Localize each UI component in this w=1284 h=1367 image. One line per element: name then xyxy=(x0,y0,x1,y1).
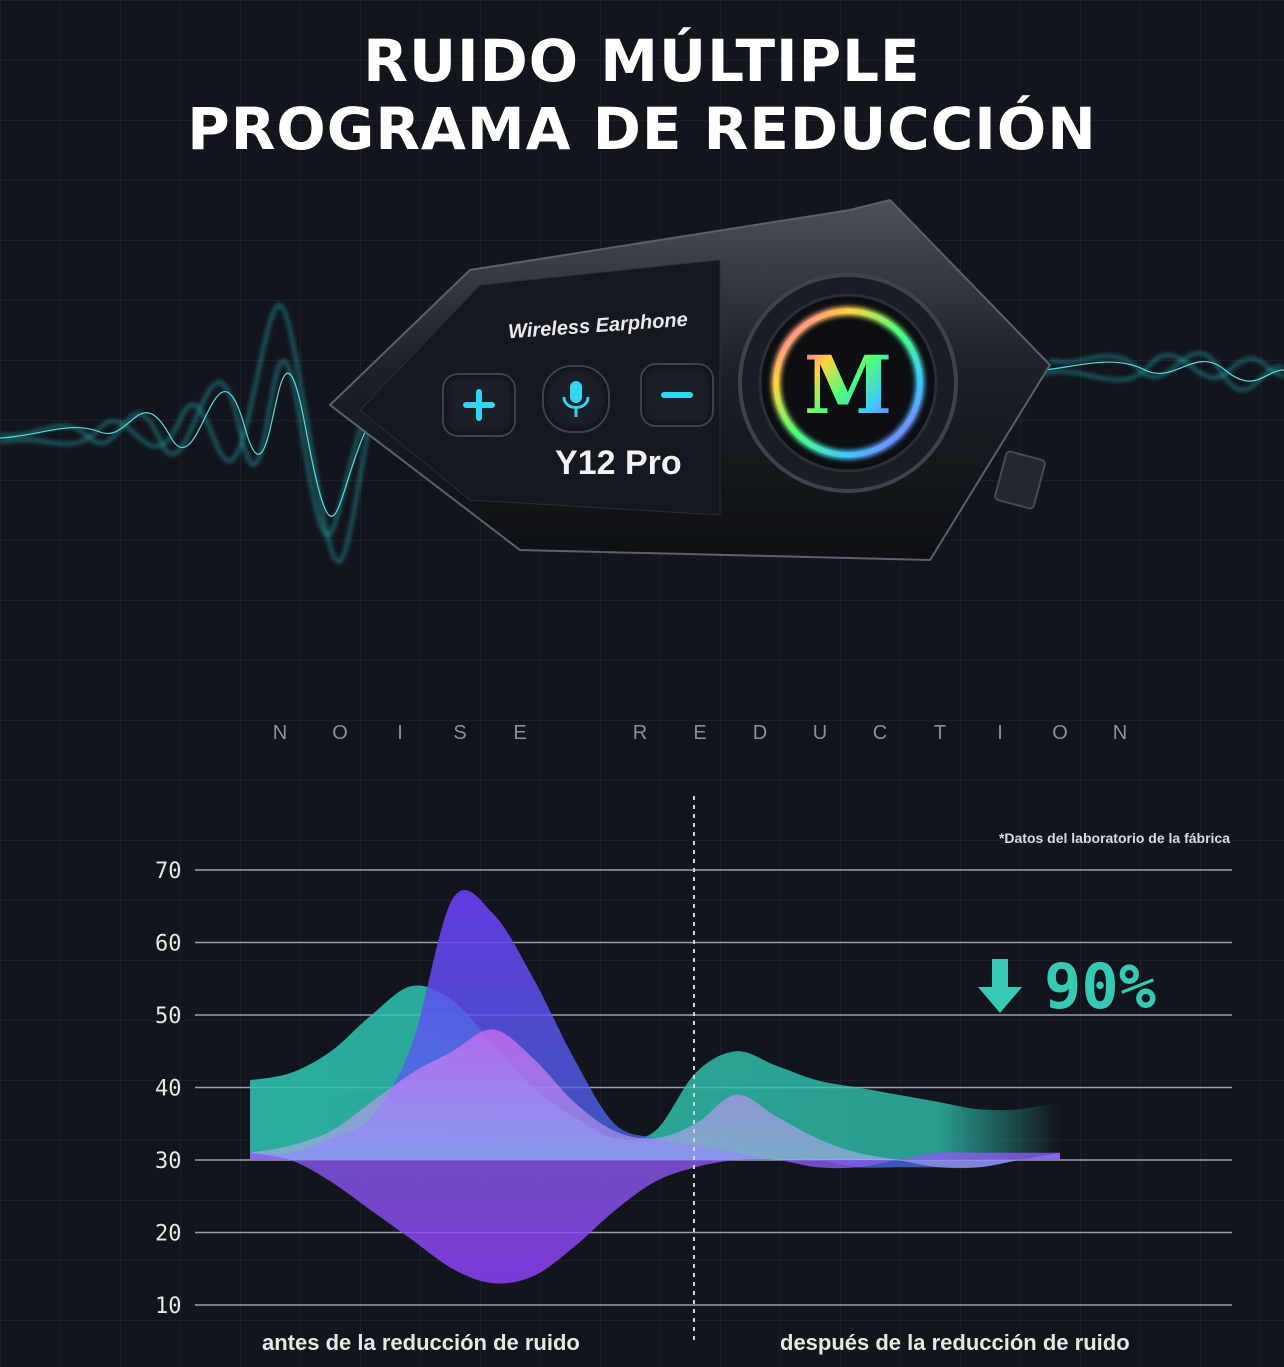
noise-heading-letter: S xyxy=(453,722,467,744)
plus-button[interactable] xyxy=(442,373,516,437)
noise-heading-letter: I xyxy=(997,722,1003,744)
noise-heading-letter: D xyxy=(752,722,768,744)
model-mark: Y xyxy=(555,444,578,482)
reduction-value: 90% xyxy=(1044,950,1156,1023)
y-tick-label: 70 xyxy=(155,859,182,884)
caption-after: después de la reducción de ruido xyxy=(780,1330,1130,1355)
caption-before: antes de la reducción de ruido xyxy=(262,1330,580,1355)
title-line-2: PROGRAMA DE REDUCCIÓN xyxy=(187,95,1097,163)
noise-heading-letter: E xyxy=(513,722,527,744)
noise-heading-letter: I xyxy=(397,722,403,744)
noise-heading-letter: U xyxy=(812,722,828,744)
y-tick-label: 20 xyxy=(155,1222,182,1247)
model-name: Y12 Pro xyxy=(555,444,682,483)
noise-heading-letter: O xyxy=(1052,722,1068,744)
microphone-button[interactable] xyxy=(542,365,610,433)
y-tick-label: 40 xyxy=(155,1077,182,1102)
area-series-pink xyxy=(250,1029,1060,1169)
noise-heading-letter: T xyxy=(933,722,947,744)
page-title: RUIDO MÚLTIPLE PROGRAMA DE REDUCCIÓN xyxy=(0,28,1284,164)
title-line-1: RUIDO MÚLTIPLE xyxy=(363,27,921,95)
footnote: *Datos del laboratorio de la fábrica xyxy=(998,830,1230,846)
noise-heading-letter: N xyxy=(1112,722,1128,744)
y-tick-label: 30 xyxy=(155,1149,182,1174)
noise-heading-letter: R xyxy=(632,722,648,744)
model-number: 12 Pro xyxy=(577,444,682,482)
noise-heading-letter: E xyxy=(693,722,707,744)
noise-heading-letter xyxy=(570,722,590,745)
noise-heading-letter: C xyxy=(872,722,888,744)
logo-letter: M xyxy=(804,338,893,432)
reduction-indicator: 90% xyxy=(978,950,1156,1023)
minus-button[interactable] xyxy=(640,363,714,427)
device-illustration: M Wireless Earphone Y12 Pro xyxy=(0,170,1284,650)
noise-heading-letter: N xyxy=(272,722,288,744)
microphone-icon xyxy=(562,381,590,417)
minus-icon xyxy=(661,392,693,398)
y-tick-label: 50 xyxy=(155,1004,182,1029)
noise-heading-letter: O xyxy=(332,722,348,744)
noise-chart: 70 60 50 40 30 20 10 xyxy=(155,796,1232,1340)
plus-icon xyxy=(463,389,495,421)
arrow-down-icon xyxy=(978,958,1022,1013)
y-tick-label: 60 xyxy=(155,932,182,957)
area-series-low xyxy=(250,1152,1060,1284)
y-tick-label: 10 xyxy=(155,1294,182,1319)
